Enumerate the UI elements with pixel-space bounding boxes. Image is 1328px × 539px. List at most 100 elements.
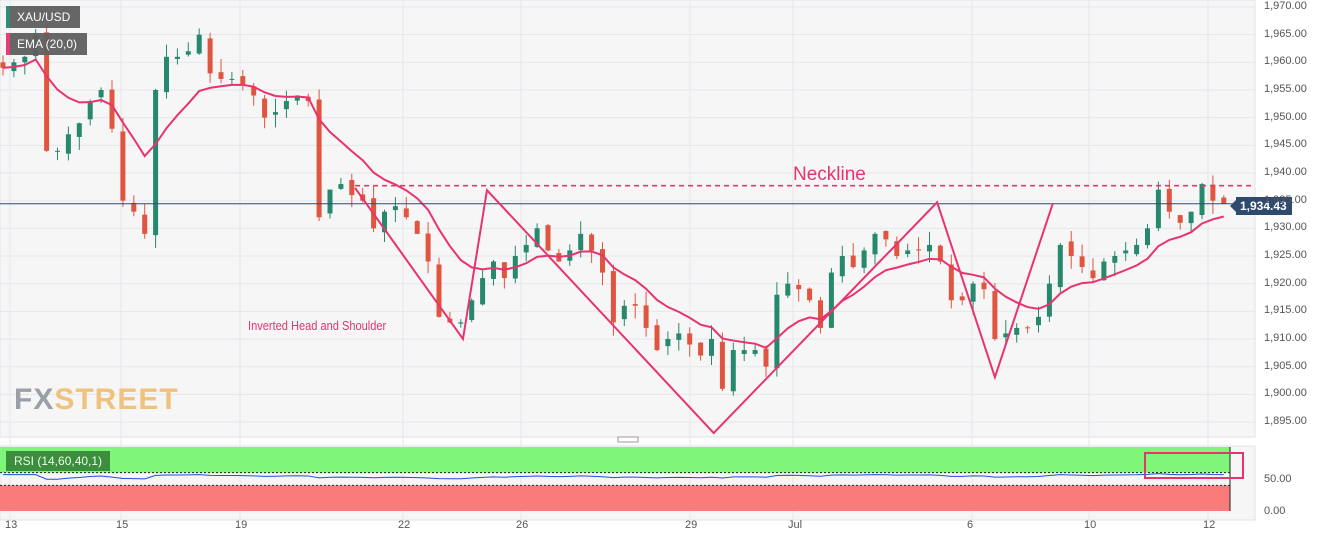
candle bbox=[142, 214, 148, 234]
candle bbox=[283, 101, 289, 110]
y-tick: 1,945.00 bbox=[1264, 138, 1307, 151]
candle bbox=[916, 249, 922, 251]
candle bbox=[392, 206, 398, 211]
candle bbox=[1057, 244, 1063, 288]
candle bbox=[0, 62, 6, 68]
rsi-tag: RSI (14,60,40,1) bbox=[6, 451, 111, 471]
candle bbox=[676, 333, 682, 340]
candle bbox=[65, 134, 71, 154]
candle bbox=[1014, 327, 1020, 335]
candle bbox=[959, 296, 965, 301]
current-price-label: 1,934.43 bbox=[1230, 197, 1292, 215]
candle bbox=[1221, 197, 1227, 204]
candle bbox=[480, 278, 486, 305]
candle bbox=[403, 208, 409, 218]
candle bbox=[55, 150, 60, 152]
neckline-label: Neckline bbox=[793, 164, 866, 185]
candle bbox=[174, 56, 180, 59]
candle bbox=[545, 225, 551, 251]
x-tick: 29 bbox=[685, 519, 698, 531]
rsi-line bbox=[3, 473, 1224, 480]
candle bbox=[251, 86, 257, 96]
candle bbox=[850, 255, 856, 268]
candle bbox=[894, 241, 900, 256]
candle bbox=[1145, 228, 1150, 246]
candle bbox=[349, 179, 355, 196]
candle bbox=[327, 189, 333, 214]
y-tick: 1,920.00 bbox=[1264, 276, 1307, 289]
candle bbox=[1025, 327, 1031, 329]
candle bbox=[164, 56, 169, 93]
y-tick: 1,905.00 bbox=[1264, 359, 1307, 372]
y-tick: 1,915.00 bbox=[1264, 304, 1307, 317]
candle bbox=[1188, 211, 1194, 224]
candle bbox=[1068, 241, 1074, 256]
candle bbox=[1210, 184, 1216, 201]
candle bbox=[273, 112, 278, 115]
pattern-line bbox=[354, 187, 1054, 435]
y-tick: 1,950.00 bbox=[1264, 110, 1307, 123]
candle bbox=[382, 211, 387, 233]
candle bbox=[240, 76, 246, 85]
candle bbox=[665, 338, 671, 347]
candle bbox=[469, 300, 475, 320]
candle bbox=[1199, 184, 1205, 216]
candle bbox=[534, 228, 540, 247]
candle bbox=[98, 89, 104, 98]
candle bbox=[1112, 255, 1118, 263]
candle bbox=[763, 348, 769, 367]
candle bbox=[458, 322, 464, 324]
candle bbox=[120, 131, 126, 201]
symbol-tag: XAU/USD bbox=[6, 6, 81, 28]
candle bbox=[643, 305, 649, 328]
candle bbox=[687, 333, 693, 345]
y-tick: 1,955.00 bbox=[1264, 83, 1307, 95]
pattern-label: Inverted Head and Shoulder bbox=[248, 318, 387, 333]
candle bbox=[425, 233, 431, 262]
y-tick: 1,925.00 bbox=[1264, 249, 1307, 262]
candle bbox=[1079, 256, 1085, 268]
y-tick: 1,895.00 bbox=[1264, 415, 1307, 428]
y-tick: 1,900.00 bbox=[1264, 387, 1307, 400]
candle bbox=[752, 350, 758, 354]
candle bbox=[22, 56, 28, 63]
candle bbox=[905, 250, 911, 255]
candle bbox=[621, 305, 627, 320]
y-tick: 1,960.00 bbox=[1264, 55, 1307, 68]
candle bbox=[774, 294, 780, 369]
x-tick: 10 bbox=[1084, 519, 1097, 531]
candle bbox=[741, 350, 747, 355]
candle bbox=[698, 342, 704, 356]
candle bbox=[316, 99, 322, 218]
candle bbox=[262, 98, 268, 118]
candle bbox=[207, 38, 213, 74]
candle bbox=[1177, 215, 1183, 223]
fxstreet-logo: FXSTREET bbox=[14, 383, 179, 416]
x-tick: Jul bbox=[788, 519, 803, 531]
candle bbox=[1003, 333, 1009, 338]
candle bbox=[948, 264, 954, 301]
candle bbox=[785, 283, 791, 296]
candle bbox=[76, 123, 82, 137]
candle bbox=[600, 249, 605, 273]
y-tick: 1,970.00 bbox=[1264, 0, 1307, 12]
candle bbox=[796, 284, 802, 290]
candle bbox=[131, 202, 137, 212]
candle bbox=[1166, 188, 1172, 212]
rsi-tick: 50.00 bbox=[1264, 473, 1292, 485]
x-tick: 26 bbox=[516, 519, 529, 531]
y-tick: 1,935.00 bbox=[1264, 193, 1307, 206]
y-tick: 1,940.00 bbox=[1264, 166, 1307, 179]
candle bbox=[730, 350, 736, 392]
candle bbox=[196, 34, 202, 54]
rsi-oversold-zone bbox=[0, 485, 1230, 511]
panel-resize-handle bbox=[617, 436, 639, 443]
candle bbox=[218, 72, 224, 79]
x-tick: 22 bbox=[398, 519, 411, 531]
candle bbox=[883, 230, 889, 240]
candle bbox=[632, 304, 638, 306]
candle bbox=[872, 233, 878, 255]
candle bbox=[981, 282, 987, 290]
candle bbox=[1101, 261, 1107, 281]
